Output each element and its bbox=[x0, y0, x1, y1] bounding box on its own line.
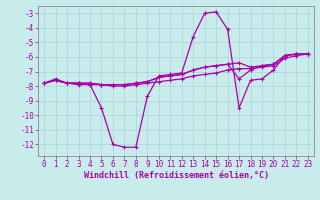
X-axis label: Windchill (Refroidissement éolien,°C): Windchill (Refroidissement éolien,°C) bbox=[84, 171, 268, 180]
